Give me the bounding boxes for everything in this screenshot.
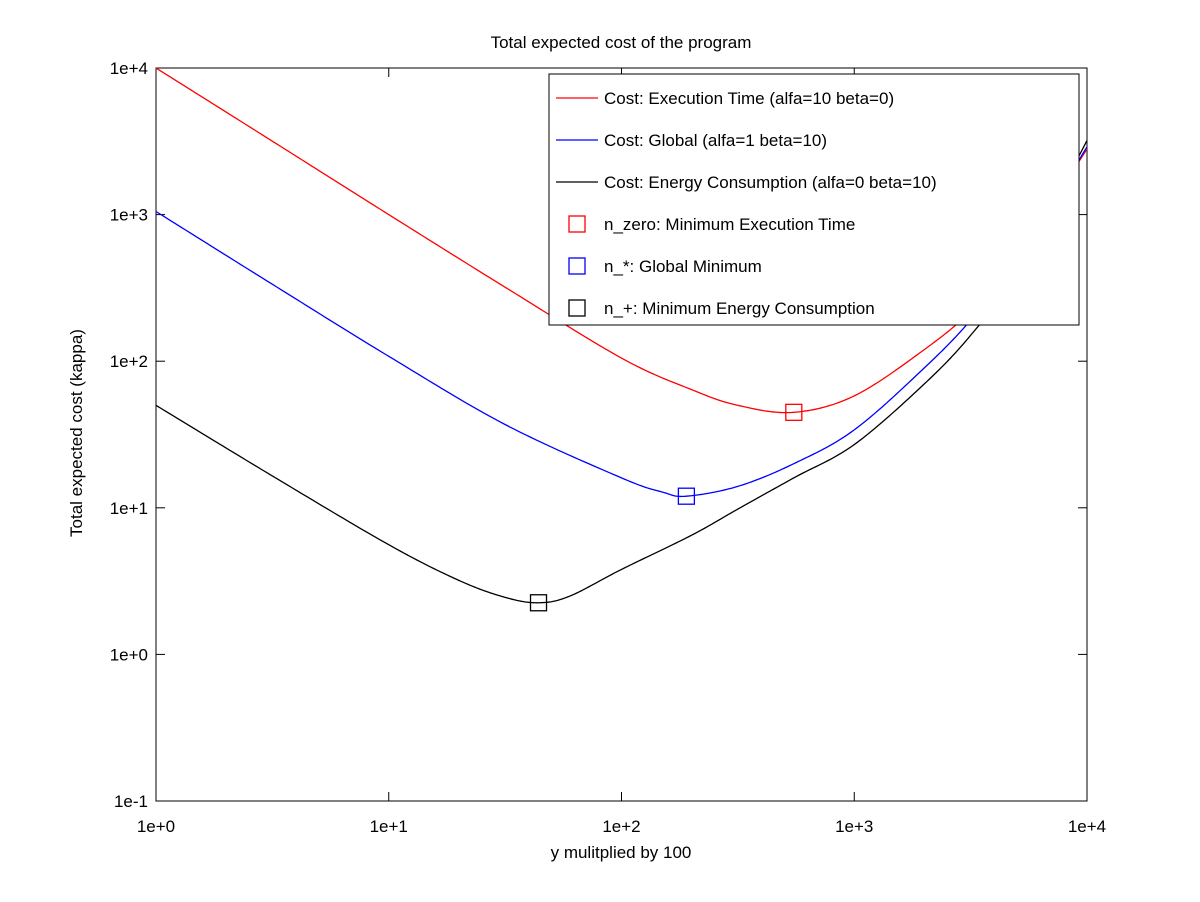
series-line-1 [155,146,1088,498]
legend-marker-2 [568,299,586,317]
x-tick-label: 1e+0 [137,817,175,836]
legend-label: Cost: Global (alfa=1 beta=10) [604,131,827,150]
legend-label: n_zero: Minimum Execution Time [604,215,855,234]
axis-ticks: 1e+0 1e+1 1e+2 1e+3 1e+4 1e-1 1e+0 1e+1 1e+2 1e+3… [110,59,1106,836]
minimum-markers [529,403,803,612]
y-tick-label: 1e+3 [110,206,148,225]
y-tick-label: 1e+0 [110,645,148,664]
y-tick-label: 1e+4 [110,59,148,78]
y-axis-label: Total expected cost (kappa) [67,329,86,537]
x-tick-label: 1e+4 [1068,817,1106,836]
x-tick-label: 1e+3 [835,817,873,836]
x-tick-label: 1e+1 [370,817,408,836]
legend-label: n_*: Global Minimum [604,257,762,276]
chart-title: Total expected cost of the program [491,33,752,52]
minimum-marker-0 [785,403,803,421]
minimum-marker-2 [529,594,548,612]
legend-marker-0 [568,215,586,233]
series-line-2 [155,140,1088,604]
legend-label: Cost: Energy Consumption (alfa=0 beta=10… [604,173,937,192]
x-axis-label: y mulitplied by 100 [551,843,692,862]
y-tick-label: 1e+1 [110,499,148,518]
legend-label: n_+: Minimum Energy Consumption [604,299,875,318]
legend-marker-1 [568,257,586,275]
legend-label: Cost: Execution Time (alfa=10 beta=0) [604,89,894,108]
x-tick-label: 1e+2 [602,817,640,836]
legend-box [548,73,1080,326]
legend: Cost: Execution Time (alfa=10 beta=0) Cos… [548,73,1080,326]
y-tick-label: 1e+2 [110,352,148,371]
y-tick-label: 1e-1 [114,792,148,811]
minimum-marker-1 [677,487,696,505]
